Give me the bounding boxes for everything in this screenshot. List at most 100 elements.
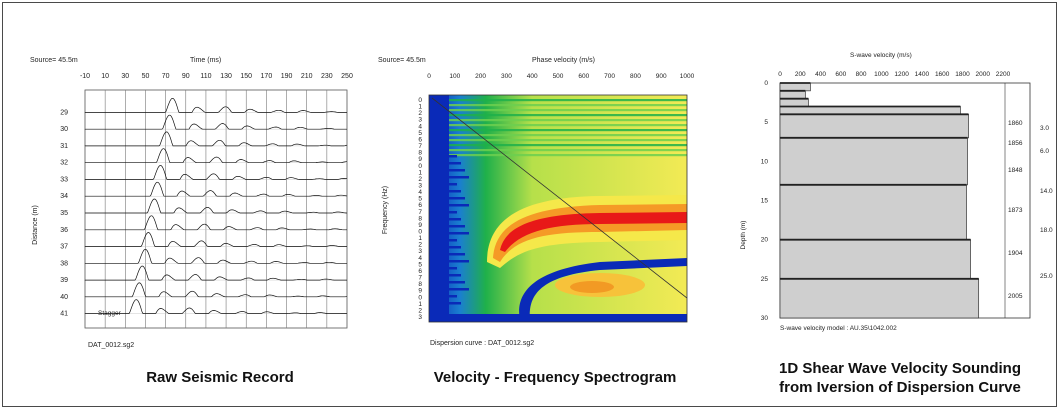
seismic-y-ticks: 29 30 31 32 33 34 35 36 37 38 39 40 41	[60, 109, 68, 317]
seismic-trace	[84, 181, 348, 197]
spectrogram-y-tick-label: 2	[418, 307, 422, 314]
spectrogram-streak	[447, 288, 469, 291]
spectrogram-x-tick-label: 700	[604, 73, 615, 80]
seismic-trace	[84, 248, 347, 264]
spectrogram-y-tick-label: 3	[418, 314, 422, 321]
spectrogram-panel: Source= 45.5m Phase velocity (m/s) 0 100 2…	[378, 57, 695, 347]
seismic-x-ticks: -10 10 30 50 70 90 110 130 150 170 190 210 230 250	[80, 73, 353, 80]
velocity-depth-label: 6.0	[1040, 148, 1049, 155]
spectrogram-x-tick-label: 900	[656, 73, 667, 80]
spectrogram-y-tick-label: 1	[418, 169, 422, 176]
seismic-y-tick-label: 34	[60, 193, 68, 200]
spectrogram-low-edge	[429, 95, 449, 322]
spectrogram-lower-blob-core	[570, 281, 614, 293]
seismic-x-tick-label: 90	[182, 73, 190, 80]
seismic-trace	[84, 114, 347, 130]
spectrogram-streak	[447, 211, 457, 214]
spectrogram-y-tick-label: 0	[418, 97, 422, 104]
velocity-layer-bar	[779, 113, 969, 139]
spectrogram-x-tick-label: 400	[527, 73, 538, 80]
velocity-layer-vs-label: 1848	[1008, 167, 1023, 174]
velocity-x-tick-label: 200	[795, 71, 806, 78]
velocity-y-tick-label: 10	[761, 158, 769, 165]
spectrogram-streak	[447, 197, 465, 200]
spectrogram-x-tick-label: 600	[578, 73, 589, 80]
velocity-layer-vs-label: 1856	[1008, 140, 1023, 147]
velocity-depth-label: 14.0	[1040, 188, 1053, 195]
velocity-x-tick-label: 1000	[874, 71, 889, 78]
seismic-x-tick-label: 210	[301, 73, 313, 80]
spectrogram-streak	[447, 295, 457, 298]
velocity-x-tick-label: 1600	[935, 71, 950, 78]
seismic-x-tick-label: 70	[162, 73, 170, 80]
seismic-y-tick-label: 38	[60, 260, 68, 267]
seismic-y-tick-label: 39	[60, 277, 68, 284]
velocity-caption: 1D Shear Wave Velocity Sounding from Ive…	[742, 359, 1058, 397]
seismic-y-tick-label: 37	[60, 244, 68, 251]
spectrogram-y-tick-label: 3	[418, 117, 422, 124]
seismic-x-tick-label: 130	[220, 73, 232, 80]
spectrogram-y-tick-label: 8	[418, 215, 422, 222]
spectrogram-streak	[447, 218, 461, 221]
spectrogram-streak	[447, 176, 469, 179]
spectrogram-streak	[447, 155, 457, 158]
spectrogram-source-label: Source= 45.5m	[378, 57, 426, 64]
spectrogram-x-tick-label: 500	[553, 73, 564, 80]
velocity-x-tick-label: 0	[778, 71, 782, 78]
seismic-x-tick-label: 150	[240, 73, 252, 80]
seismic-y-tick-label: 31	[60, 143, 68, 150]
spectrogram-y-tick-label: 8	[418, 150, 422, 157]
velocity-x-tick-label: 800	[856, 71, 867, 78]
spectrogram-y-tick-label: 1	[418, 104, 422, 111]
velocity-depth-label: 18.0	[1040, 227, 1053, 234]
seismic-footer: DAT_0012.sg2	[88, 342, 134, 349]
spectrogram-y-tick-label: 5	[418, 196, 422, 203]
seismic-x-tick-label: 230	[321, 73, 333, 80]
seismic-trace	[84, 265, 347, 281]
spectrogram-x-tick-label: 800	[630, 73, 641, 80]
seismic-y-tick-label: 36	[60, 227, 68, 234]
velocity-layer-bar	[779, 90, 806, 100]
seismic-y-tick-label: 35	[60, 210, 68, 217]
velocity-layer-bar	[779, 82, 811, 92]
seismic-stagger-label: Stagger	[98, 310, 122, 317]
seismic-trace	[84, 148, 347, 164]
spectrogram-streak	[447, 204, 469, 207]
velocity-x-tick-label: 600	[835, 71, 846, 78]
spectrogram-y-title: Frequency (Hz)	[382, 186, 389, 234]
seismic-grid	[84, 90, 348, 328]
spectrogram-x-ticks: 0 100 200 300 400 500 600 700 800 900 1000	[427, 73, 694, 80]
spectrogram-streak	[447, 302, 461, 305]
spectrogram-bottom-edge	[429, 314, 687, 322]
seismic-source-label: Source= 45.5m	[30, 57, 78, 64]
velocity-y-title: Depth (m)	[740, 221, 747, 250]
spectrogram-y-tick-label: 2	[418, 110, 422, 117]
seismic-x-title: Time (ms)	[190, 57, 221, 64]
spectrogram-y-tick-label: 4	[418, 123, 422, 130]
velocity-layer-bar	[779, 278, 980, 319]
spectrogram-y-tick-label: 5	[418, 130, 422, 137]
seismic-trace	[84, 98, 347, 113]
seismic-panel: Source= 45.5m Time (ms) -10 10 30 50 70 90 110…	[30, 57, 353, 349]
velocity-layer-bar	[779, 239, 971, 280]
velocity-layer-vs-label: 1860	[1008, 120, 1023, 127]
spectrogram-y-tick-label: 3	[418, 182, 422, 189]
spectrogram-y-tick-label: 9	[418, 288, 422, 295]
spectrogram-footer: Dispersion curve : DAT_0012.sg2	[430, 340, 534, 347]
spectrogram-y-tick-label: 6	[418, 268, 422, 275]
seismic-trace	[85, 198, 347, 214]
velocity-layer-vs-label: 1904	[1008, 250, 1023, 257]
spectrogram-y-tick-label: 9	[418, 156, 422, 163]
velocity-layer-bar	[779, 98, 809, 107]
velocity-panel: S-wave velocity (m/s) 0 200 400 600 800 1000 1…	[740, 52, 1053, 332]
spectrogram-y-tick-label: 2	[418, 176, 422, 183]
seismic-trace	[84, 215, 347, 231]
spectrogram-x-tick-label: 1000	[680, 73, 695, 80]
seismic-x-tick-label: 110	[200, 73, 211, 80]
velocity-depth-label: 25.0	[1040, 273, 1053, 280]
spectrogram-streak	[447, 183, 457, 186]
spectrogram-upper-band	[449, 144, 687, 147]
spectrogram-upper-band	[449, 109, 687, 112]
spectrogram-x-tick-label: 100	[449, 73, 460, 80]
